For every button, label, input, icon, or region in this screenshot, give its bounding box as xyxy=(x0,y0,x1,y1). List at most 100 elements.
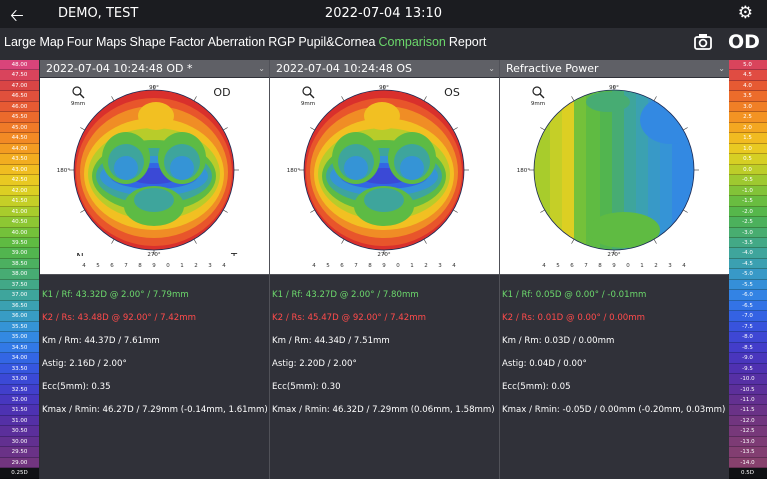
map-svg: 90° 180° 270° 9mm xyxy=(517,85,699,258)
angle-label-bottom: 270° xyxy=(607,252,620,258)
top-bar: 🡠 DEMO, TEST 2022-07-04 13:10 ⚙ xyxy=(0,0,767,28)
panel-od: 2022-07-04 10:24:48 OD * ⌄ 90° 180° 270° 9mm O… xyxy=(40,60,269,479)
tab-shape-factor[interactable]: Shape Factor xyxy=(129,35,205,49)
scale-cell: -5.5 xyxy=(728,279,767,291)
angle-label-top: 90° xyxy=(379,85,389,91)
patient-name: DEMO, TEST xyxy=(58,6,139,21)
tab-pupil-cornea[interactable]: Pupil&Cornea xyxy=(298,35,376,49)
scale-cell: 0.5 xyxy=(728,154,767,165)
k2-value: K2 / Rs: 43.48D @ 92.00° / 7.42mm xyxy=(42,313,196,323)
eye-label: OD xyxy=(213,86,230,99)
scale-cell: -7.0 xyxy=(728,311,767,322)
scale-cell: 47.00 xyxy=(0,80,39,92)
panel-os: 2022-07-04 10:24:48 OS ⌄ 90° 180° 270° 9mm OS 4… xyxy=(270,60,499,479)
eye-selector[interactable]: OD xyxy=(728,31,760,53)
scale-label: 9mm xyxy=(531,101,545,107)
x-tick-label: 5 xyxy=(96,263,100,269)
kmax-value: Kmax / Rmin: -0.05D / 0.00mm (-0.20mm, 0… xyxy=(502,405,726,415)
scale-cell: 43.00 xyxy=(0,164,39,176)
scale-cell: 37.00 xyxy=(0,290,39,301)
x-tick-label: 9 xyxy=(612,263,616,269)
panel-header-label: 2022-07-04 10:24:48 OD * xyxy=(46,62,193,75)
x-tick-label: 8 xyxy=(138,263,142,269)
back-arrow-icon[interactable]: 🡠 xyxy=(10,6,24,26)
scale-cell: 42.50 xyxy=(0,175,39,186)
panel-header-select[interactable]: Refractive Power ⌄ xyxy=(500,60,729,77)
ecc-value: Ecc(5mm): 0.05 xyxy=(502,382,571,392)
panel-header-select[interactable]: 2022-07-04 10:24:48 OS ⌄ xyxy=(270,60,499,77)
chevron-down-icon[interactable]: ⌄ xyxy=(718,64,725,73)
tab-aberration[interactable]: Aberration xyxy=(207,35,266,49)
kmax-value: Kmax / Rmin: 46.27D / 7.29mm (-0.14mm, 1… xyxy=(42,405,268,415)
angle-label-left: 180° xyxy=(57,168,70,174)
k2-value: K2 / Rs: 0.01D @ 0.00° / 0.00mm xyxy=(502,313,646,323)
scale-cell: 32.50 xyxy=(0,384,39,395)
eye-label: OS xyxy=(444,86,460,99)
x-tick-label: 4 xyxy=(312,263,316,269)
panel-divider xyxy=(499,60,500,479)
map-area[interactable]: 90° 180° 270° 9mm xyxy=(500,78,729,274)
tab-large-map[interactable]: Large Map xyxy=(4,35,64,49)
tab-comparison[interactable]: Comparison xyxy=(378,35,446,49)
astig-value: Astig: 2.20D / 2.00° xyxy=(272,359,357,369)
chevron-down-icon[interactable]: ⌄ xyxy=(258,64,265,73)
scale-cell: -1.5 xyxy=(728,196,767,207)
scale-cell: -9.0 xyxy=(728,353,767,364)
gear-icon[interactable]: ⚙ xyxy=(737,3,753,23)
scale-cell: -2.5 xyxy=(728,217,767,228)
scale-cell: 44.50 xyxy=(0,133,39,144)
angle-label-top: 90° xyxy=(609,85,619,91)
chevron-down-icon[interactable]: ⌄ xyxy=(488,64,495,73)
map-area[interactable]: 90°180°270°9mmODNT xyxy=(40,78,269,274)
scale-cell: 33.00 xyxy=(0,374,39,385)
tab-four-maps[interactable]: Four Maps xyxy=(66,35,127,49)
scale-cell: 36.50 xyxy=(0,300,39,312)
tab-rgp[interactable]: RGP xyxy=(268,35,296,49)
scale-cell: 31.00 xyxy=(0,415,39,427)
zoom-icon[interactable] xyxy=(302,86,315,99)
scale-cell: 4.5 xyxy=(728,70,767,81)
x-axis: 4 5 6 7 8 9 0 1 2 3 4 xyxy=(500,256,729,272)
scale-cell: -1.0 xyxy=(728,185,767,197)
scale-cell: 2.0 xyxy=(728,122,767,134)
zoom-icon[interactable] xyxy=(532,86,545,99)
scale-cell: 35.00 xyxy=(0,332,39,343)
x-tick-label: 5 xyxy=(556,263,560,269)
scale-cell: 0.0 xyxy=(728,164,767,176)
map-svg: 90° 180° 270° 9mm OS xyxy=(287,85,469,258)
scale-cell: 45.50 xyxy=(0,112,39,123)
scale-cell: 29.50 xyxy=(0,447,39,458)
x-tick-label: 3 xyxy=(208,263,212,269)
x-tick-label: 1 xyxy=(640,263,644,269)
x-tick-label: 4 xyxy=(82,263,86,269)
scale-cell: 5.0 xyxy=(728,60,767,71)
scale-cell: -6.5 xyxy=(728,300,767,312)
ecc-value: Ecc(5mm): 0.30 xyxy=(272,382,341,392)
difference-map xyxy=(534,90,694,250)
zoom-icon[interactable] xyxy=(72,86,85,99)
map-area[interactable]: 90° 180° 270° 9mm OS xyxy=(270,78,499,274)
x-tick-label: 7 xyxy=(354,263,358,269)
scale-cell: 41.50 xyxy=(0,196,39,207)
panel-divider xyxy=(269,60,270,479)
x-tick-label: 3 xyxy=(438,263,442,269)
view-tabs: Large Map Four Maps Shape Factor Aberration… xyxy=(4,35,489,49)
k1-value: K1 / Rf: 43.27D @ 2.00° / 7.80mm xyxy=(272,290,419,300)
scale-cell: 0.5D xyxy=(728,468,767,479)
angle-label-left: 180° xyxy=(517,168,530,174)
scale-cell: 30.50 xyxy=(0,426,39,437)
panel-header-select[interactable]: 2022-07-04 10:24:48 OD * ⌄ xyxy=(40,60,269,77)
scale-cell: -14.0 xyxy=(728,457,767,469)
x-tick-label: 6 xyxy=(570,263,574,269)
angle-label-top: 90° xyxy=(149,85,159,91)
x-axis: 4 5 6 7 8 9 0 1 2 3 4 xyxy=(270,256,499,272)
x-tick-label: 2 xyxy=(194,263,198,269)
camera-icon[interactable] xyxy=(693,31,713,53)
scale-cell: -4.5 xyxy=(728,258,767,270)
x-tick-label: 1 xyxy=(410,263,414,269)
scale-cell: 38.00 xyxy=(0,269,39,280)
tab-report[interactable]: Report xyxy=(448,35,487,49)
scale-cell: -12.5 xyxy=(728,426,767,437)
x-tick-label: 2 xyxy=(654,263,658,269)
scale-cell: 3.0 xyxy=(728,101,767,113)
